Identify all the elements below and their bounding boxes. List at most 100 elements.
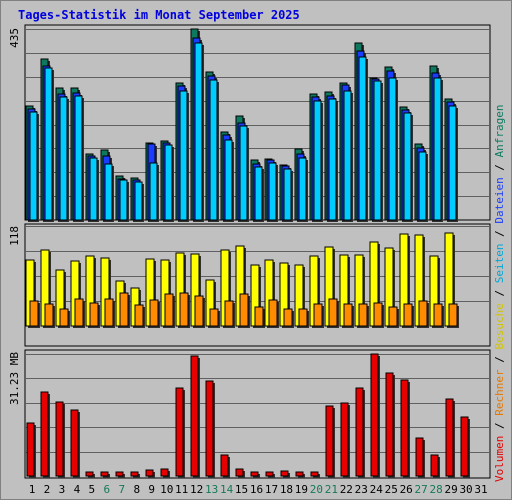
bar-volumen-day-30 — [460, 416, 470, 478]
bar-seiten-day-17 — [268, 162, 278, 222]
bar-rechner-day-21-bar — [328, 298, 338, 327]
bar-seiten-day-24-bar — [373, 80, 382, 221]
day-label: 16 — [250, 483, 263, 496]
bar-seiten-day-21 — [328, 98, 338, 222]
bar-rechner-day-2-bar — [44, 303, 54, 327]
bar-volumen-day-25-bar — [385, 372, 394, 477]
bar-volumen-day-19-bar — [295, 471, 304, 477]
bar-volumen-day-4 — [70, 409, 80, 478]
bar-seiten-day-16 — [254, 166, 264, 222]
bar-seiten-day-12-bar — [194, 42, 203, 221]
bar-rechner-day-26 — [403, 303, 414, 328]
legend-segment: Anfragen — [493, 104, 506, 157]
bar-volumen-day-16 — [250, 471, 260, 478]
bar-rechner-day-5 — [89, 302, 100, 328]
bar-rechner-day-12 — [194, 295, 205, 328]
bar-rechner-day-27-bar — [418, 300, 428, 327]
bar-seiten-day-23 — [358, 56, 368, 222]
bar-seiten-day-17-bar — [268, 162, 277, 221]
bar-seiten-day-19 — [298, 157, 308, 222]
bar-volumen-day-5-bar — [85, 471, 94, 477]
bar-rechner-day-29-bar — [448, 303, 458, 327]
day-label: 25 — [385, 483, 398, 496]
bar-rechner-day-1-bar — [29, 300, 39, 327]
bar-volumen-day-23 — [355, 387, 365, 478]
day-label: 9 — [148, 483, 155, 496]
bar-seiten-day-19-bar — [298, 157, 307, 221]
bar-rechner-day-3 — [59, 308, 70, 328]
day-label: 29 — [444, 483, 457, 496]
bar-rechner-day-8-bar — [134, 304, 144, 327]
bar-volumen-day-13 — [205, 380, 215, 478]
day-label: 3 — [59, 483, 66, 496]
bar-volumen-day-7-bar — [115, 471, 124, 477]
y-max-label-middle: 118 — [8, 226, 21, 246]
bar-seiten-day-26 — [403, 112, 413, 222]
bar-volumen-day-20-bar — [310, 471, 319, 477]
bar-volumen-day-21-bar — [325, 405, 334, 477]
bar-rechner-day-6-bar — [104, 298, 114, 327]
bar-volumen-day-2 — [40, 391, 50, 478]
bar-rechner-day-23-bar — [358, 303, 368, 327]
bar-rechner-day-28 — [433, 303, 444, 328]
bar-rechner-day-17 — [268, 299, 279, 328]
bar-volumen-day-22-bar — [340, 402, 349, 477]
bar-seiten-day-13 — [209, 79, 219, 222]
bar-volumen-day-12-bar — [190, 355, 199, 477]
bar-rechner-day-27 — [418, 300, 429, 328]
bar-rechner-day-16 — [254, 306, 265, 328]
bar-volumen-day-23-bar — [355, 387, 364, 477]
bar-seiten-day-27 — [418, 151, 428, 222]
bar-rechner-day-20-bar — [313, 303, 323, 327]
day-label: 10 — [160, 483, 173, 496]
legend-segment: Besuche — [493, 303, 506, 349]
day-label: 18 — [280, 483, 293, 496]
bar-seiten-day-2 — [44, 67, 54, 222]
legend-segment: / — [493, 416, 506, 436]
bar-seiten-day-29 — [448, 105, 458, 222]
bar-rechner-day-4 — [74, 298, 85, 328]
bar-seiten-day-1 — [29, 111, 39, 222]
day-label: 28 — [430, 483, 443, 496]
bar-volumen-day-1-bar — [26, 422, 35, 477]
legend-segment: / — [493, 224, 506, 244]
bar-seiten-day-4-bar — [74, 95, 83, 221]
day-label: 22 — [340, 483, 353, 496]
bar-volumen-day-3-bar — [55, 401, 64, 477]
bar-seiten-day-16-bar — [254, 166, 263, 221]
bar-seiten-day-28-bar — [433, 77, 442, 221]
bar-rechner-day-11 — [179, 292, 190, 328]
bar-seiten-day-5-bar — [89, 157, 98, 221]
bar-rechner-day-18 — [283, 308, 294, 328]
bar-rechner-day-3-bar — [59, 308, 69, 327]
bar-seiten-day-20-bar — [313, 100, 322, 221]
day-label: 5 — [89, 483, 96, 496]
bar-rechner-day-12-bar — [194, 295, 204, 327]
bar-rechner-day-10 — [164, 293, 175, 328]
bar-rechner-day-6 — [104, 298, 115, 328]
legend-segment: / — [493, 350, 506, 370]
bar-seiten-day-10-bar — [164, 144, 173, 221]
bar-seiten-day-14 — [224, 139, 234, 222]
bar-volumen-day-7 — [115, 471, 125, 478]
legend-segment: Rechner — [493, 369, 506, 416]
bar-volumen-day-22 — [340, 402, 350, 478]
y-max-label-bottom: 31.23 MB — [8, 352, 21, 405]
day-label: 7 — [118, 483, 125, 496]
bar-rechner-day-10-bar — [164, 293, 174, 327]
bar-seiten-day-7-bar — [119, 179, 128, 221]
bar-rechner-day-15-bar — [239, 293, 249, 327]
bar-seiten-day-29-bar — [448, 105, 457, 221]
day-label: 13 — [205, 483, 218, 496]
bar-volumen-day-6-bar — [100, 471, 109, 477]
bar-volumen-day-30-bar — [460, 416, 469, 477]
bar-seiten-day-10 — [164, 144, 174, 222]
bar-seiten-day-3 — [59, 96, 69, 222]
bar-volumen-day-26-bar — [400, 379, 409, 477]
bar-rechner-day-2 — [44, 303, 55, 328]
day-label: 26 — [400, 483, 413, 496]
bar-volumen-day-15 — [235, 468, 245, 478]
bar-seiten-day-15 — [239, 125, 249, 222]
bar-rechner-day-29 — [448, 303, 459, 328]
bar-rechner-day-23 — [358, 303, 369, 328]
